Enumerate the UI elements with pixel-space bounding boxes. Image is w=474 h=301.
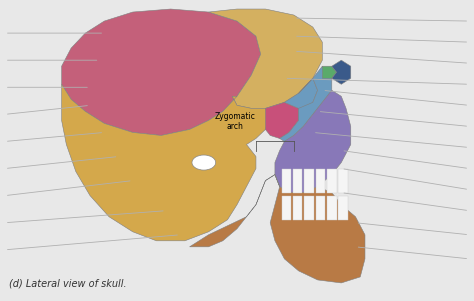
Polygon shape [293, 196, 302, 220]
Polygon shape [316, 169, 325, 193]
Polygon shape [316, 196, 325, 220]
Polygon shape [62, 9, 261, 135]
Polygon shape [282, 196, 291, 220]
Polygon shape [282, 169, 291, 193]
Polygon shape [327, 196, 337, 220]
Polygon shape [275, 90, 351, 193]
Polygon shape [209, 9, 322, 108]
Polygon shape [304, 169, 314, 193]
Polygon shape [284, 78, 318, 120]
Polygon shape [293, 169, 302, 193]
Text: Zygomatic
arch: Zygomatic arch [214, 112, 255, 131]
Polygon shape [332, 60, 351, 84]
Polygon shape [280, 66, 332, 141]
Polygon shape [304, 196, 314, 220]
Polygon shape [62, 84, 270, 241]
Text: (d) Lateral view of skull.: (d) Lateral view of skull. [9, 279, 127, 289]
Circle shape [192, 155, 216, 170]
Polygon shape [338, 196, 348, 220]
Polygon shape [190, 175, 365, 283]
Polygon shape [265, 102, 299, 138]
Polygon shape [338, 169, 348, 193]
Polygon shape [327, 169, 337, 193]
Polygon shape [322, 66, 337, 78]
